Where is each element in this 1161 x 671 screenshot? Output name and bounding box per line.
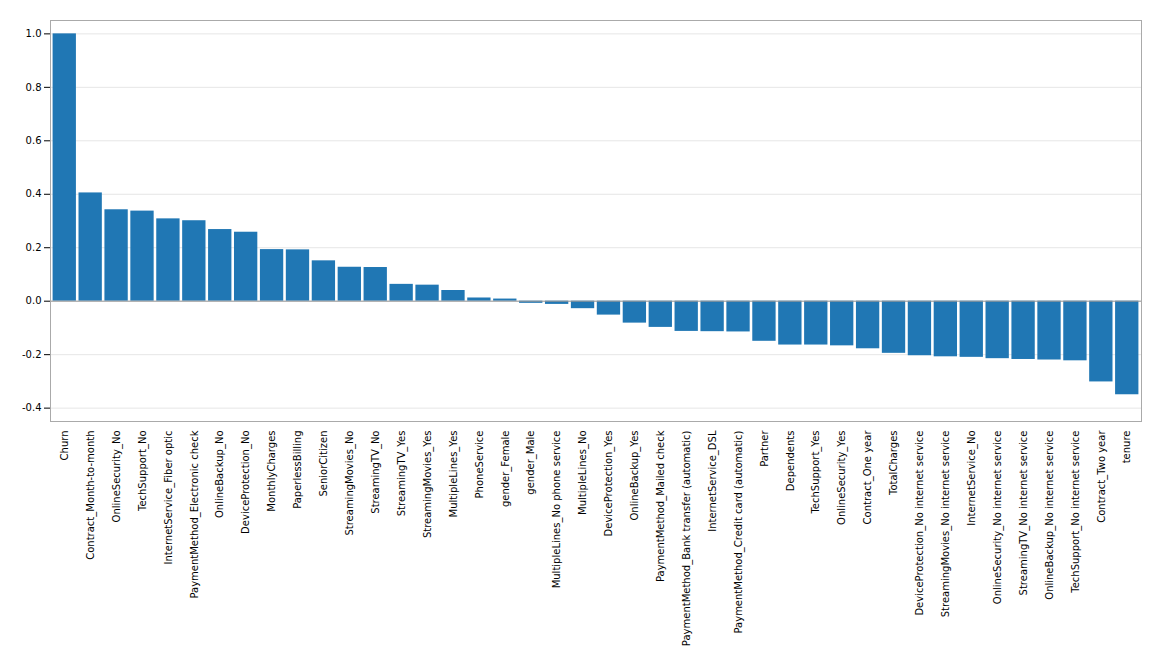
svg-text:PhoneService: PhoneService: [474, 431, 485, 499]
svg-text:DeviceProtection_No internet s: DeviceProtection_No internet service: [914, 431, 926, 616]
svg-text:OnlineSecurity_Yes: OnlineSecurity_Yes: [836, 431, 848, 525]
svg-text:0.8: 0.8: [26, 82, 42, 93]
svg-text:tenure: tenure: [1121, 431, 1132, 464]
svg-text:StreamingTV_Yes: StreamingTV_Yes: [396, 431, 408, 517]
svg-text:OnlineSecurity_No: OnlineSecurity_No: [111, 431, 123, 523]
svg-text:-0.2: -0.2: [22, 349, 42, 360]
svg-text:SeniorCitizen: SeniorCitizen: [318, 431, 329, 497]
svg-text:0.0: 0.0: [26, 295, 42, 306]
svg-text:-0.4: -0.4: [22, 402, 42, 413]
svg-text:Contract_Two year: Contract_Two year: [1096, 430, 1108, 523]
svg-text:PaymentMethod_Bank transfer (a: PaymentMethod_Bank transfer (automatic): [681, 430, 693, 646]
svg-text:DeviceProtection_Yes: DeviceProtection_Yes: [603, 431, 615, 537]
svg-text:TotalCharges: TotalCharges: [888, 431, 899, 496]
svg-text:1.0: 1.0: [26, 28, 42, 39]
svg-text:0.6: 0.6: [26, 135, 42, 146]
svg-text:Contract_Month-to-month: Contract_Month-to-month: [85, 431, 97, 560]
svg-text:MultipleLines_No: MultipleLines_No: [577, 431, 589, 515]
svg-text:PaymentMethod_Electronic check: PaymentMethod_Electronic check: [189, 430, 201, 598]
svg-text:OnlineBackup_Yes: OnlineBackup_Yes: [629, 431, 641, 521]
svg-text:OnlineSecurity_No internet ser: OnlineSecurity_No internet service: [992, 431, 1004, 605]
svg-text:StreamingMovies_No: StreamingMovies_No: [344, 431, 356, 536]
svg-text:DeviceProtection_No: DeviceProtection_No: [240, 431, 252, 534]
svg-text:PaymentMethod_Credit card (aut: PaymentMethod_Credit card (automatic): [733, 430, 745, 633]
svg-text:Partner: Partner: [759, 430, 770, 467]
svg-text:Dependents: Dependents: [785, 431, 796, 492]
svg-text:0.2: 0.2: [26, 242, 42, 253]
svg-text:InternetService_Fiber optic: InternetService_Fiber optic: [163, 431, 175, 565]
svg-text:InternetService_No: InternetService_No: [966, 431, 978, 526]
svg-text:TechSupport_Yes: TechSupport_Yes: [810, 431, 822, 515]
svg-text:Churn: Churn: [59, 431, 70, 461]
svg-text:MultipleLines_Yes: MultipleLines_Yes: [448, 431, 460, 518]
svg-text:OnlineBackup_No: OnlineBackup_No: [214, 431, 226, 519]
svg-text:StreamingTV_No: StreamingTV_No: [370, 431, 382, 514]
svg-text:StreamingMovies_No internet se: StreamingMovies_No internet service: [940, 431, 952, 618]
svg-text:0.4: 0.4: [26, 188, 42, 199]
svg-text:OnlineBackup_No internet servi: OnlineBackup_No internet service: [1044, 431, 1056, 600]
svg-text:Contract_One year: Contract_One year: [862, 430, 874, 525]
svg-text:StreamingMovies_Yes: StreamingMovies_Yes: [422, 431, 434, 539]
svg-text:gender_Female: gender_Female: [499, 431, 511, 508]
svg-text:PaymentMethod_Mailed check: PaymentMethod_Mailed check: [655, 430, 667, 582]
svg-text:TechSupport_No: TechSupport_No: [137, 431, 149, 513]
svg-text:InternetService_DSL: InternetService_DSL: [707, 430, 719, 532]
svg-text:StreamingTV_No internet servic: StreamingTV_No internet service: [1018, 431, 1030, 596]
svg-text:gender_Male: gender_Male: [525, 431, 537, 495]
svg-text:MonthlyCharges: MonthlyCharges: [266, 431, 277, 512]
svg-text:PaperlessBilling: PaperlessBilling: [292, 431, 303, 509]
svg-text:MultipleLines_No phone service: MultipleLines_No phone service: [551, 431, 563, 589]
svg-text:TechSupport_No internet servic: TechSupport_No internet service: [1070, 431, 1082, 594]
